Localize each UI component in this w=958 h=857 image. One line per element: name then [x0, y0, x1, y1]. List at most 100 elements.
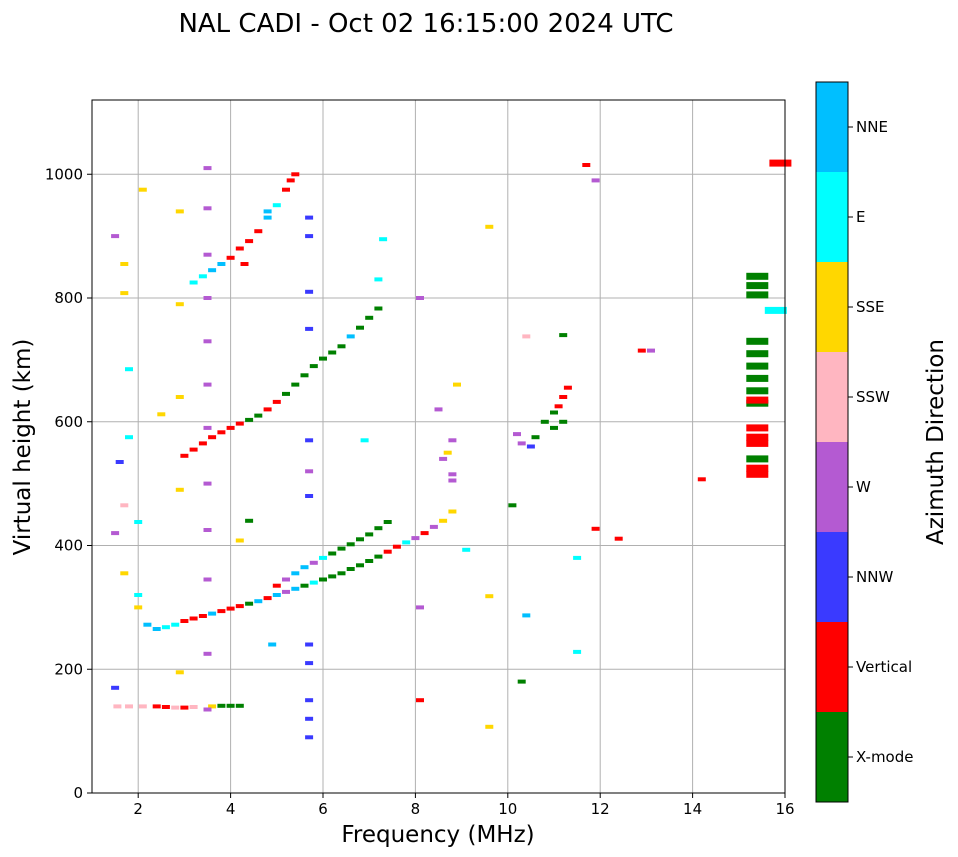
- echo-point: [365, 532, 374, 537]
- colorbar: X-mode Vertical NNW W SSW SSE E NNE: [815, 81, 913, 803]
- echo-point: [203, 481, 212, 486]
- echo-point: [746, 464, 769, 472]
- echo-point: [125, 704, 133, 709]
- echo-point: [120, 262, 129, 266]
- echo-point: [198, 441, 207, 446]
- echo-point: [522, 613, 531, 618]
- echo-point: [337, 546, 346, 551]
- echo-point: [208, 435, 217, 440]
- echo-point: [374, 277, 383, 282]
- echo-point: [120, 571, 129, 576]
- colorbar-tick-label: Vertical: [856, 658, 912, 676]
- echo-point: [448, 472, 457, 477]
- echo-point: [522, 334, 531, 339]
- x-tick-label: 2: [133, 800, 143, 818]
- echo-point: [346, 567, 355, 571]
- echo-point: [531, 435, 540, 440]
- plot-frame: [91, 99, 786, 794]
- echo-point: [291, 172, 300, 177]
- echo-point: [245, 601, 254, 606]
- x-tick-label: 10: [498, 800, 517, 818]
- colorbar-tick-label: E: [856, 208, 865, 226]
- echo-point: [439, 456, 448, 461]
- x-tick-label: 14: [683, 800, 702, 818]
- echo-point: [305, 234, 314, 239]
- y-axis-ticks: 0 200 400 600 800 1000: [45, 165, 92, 802]
- echo-point: [203, 528, 212, 532]
- echo-point: [443, 450, 452, 455]
- echo-point: [453, 382, 461, 387]
- echo-point: [175, 395, 184, 399]
- chart-title: NAL CADI - Oct 02 16:15:00 2024 UTC: [178, 9, 673, 39]
- colorbar-tick-label: X-mode: [856, 748, 913, 766]
- y-tick-label: 0: [73, 784, 83, 802]
- echo-point: [697, 477, 706, 482]
- echo-point: [554, 404, 563, 409]
- echo-point: [263, 407, 272, 412]
- echo-point: [125, 435, 133, 440]
- x-tick-label: 12: [591, 800, 610, 818]
- plot-background: [92, 100, 785, 793]
- colorbar-swatch: [816, 82, 848, 172]
- echo-point: [305, 661, 314, 666]
- echo-point: [374, 526, 383, 531]
- echo-point: [374, 306, 383, 311]
- echo-point: [254, 599, 263, 604]
- echo-point: [746, 433, 769, 441]
- echo-point: [203, 296, 212, 300]
- echo-point: [152, 627, 161, 631]
- echo-point: [286, 178, 295, 183]
- echo-point: [203, 651, 212, 656]
- colorbar-tick-label: SSE: [856, 298, 885, 316]
- echo-point: [161, 705, 170, 709]
- echo-point: [208, 268, 217, 273]
- echo-point: [115, 460, 124, 464]
- x-axis-label: Frequency (MHz): [341, 822, 534, 848]
- echo-point: [429, 524, 438, 529]
- echo-point: [203, 425, 212, 430]
- echo-point: [614, 536, 623, 541]
- echo-point: [217, 609, 226, 614]
- data-marks: [111, 159, 792, 740]
- echo-point: [189, 447, 198, 452]
- echo-point: [769, 159, 792, 167]
- colorbar-frame: [815, 81, 849, 803]
- echo-point: [113, 704, 122, 709]
- echo-point: [374, 554, 383, 559]
- echo-point: [309, 364, 318, 369]
- echo-point: [189, 280, 198, 285]
- echo-point: [245, 417, 254, 422]
- echo-point: [746, 362, 769, 370]
- echo-point: [272, 399, 281, 404]
- echo-point: [226, 703, 235, 708]
- echo-point: [203, 339, 212, 344]
- echo-point: [517, 441, 526, 446]
- echo-point: [746, 387, 769, 395]
- echo-point: [305, 494, 314, 498]
- echo-point: [305, 438, 314, 443]
- echo-point: [111, 234, 120, 239]
- echo-point: [143, 622, 152, 627]
- echo-point: [517, 679, 526, 684]
- echo-point: [245, 239, 254, 244]
- echo-point: [189, 616, 198, 621]
- echo-point: [550, 425, 558, 430]
- echo-point: [235, 703, 244, 708]
- echo-point: [485, 594, 494, 599]
- echo-point: [268, 642, 277, 647]
- echo-point: [526, 444, 535, 449]
- colorbar-swatch: [816, 622, 848, 712]
- echo-point: [746, 291, 769, 299]
- colorbar-tick-label: NNE: [856, 118, 888, 136]
- echo-point: [746, 350, 769, 358]
- echo-point: [282, 577, 290, 582]
- echo-point: [550, 410, 558, 415]
- echo-point: [746, 470, 769, 478]
- echo-point: [746, 439, 769, 447]
- echo-point: [434, 407, 443, 412]
- echo-point: [282, 391, 290, 396]
- echo-point: [365, 559, 374, 563]
- echo-point: [402, 540, 411, 545]
- echo-point: [305, 735, 314, 740]
- echo-point: [254, 229, 263, 234]
